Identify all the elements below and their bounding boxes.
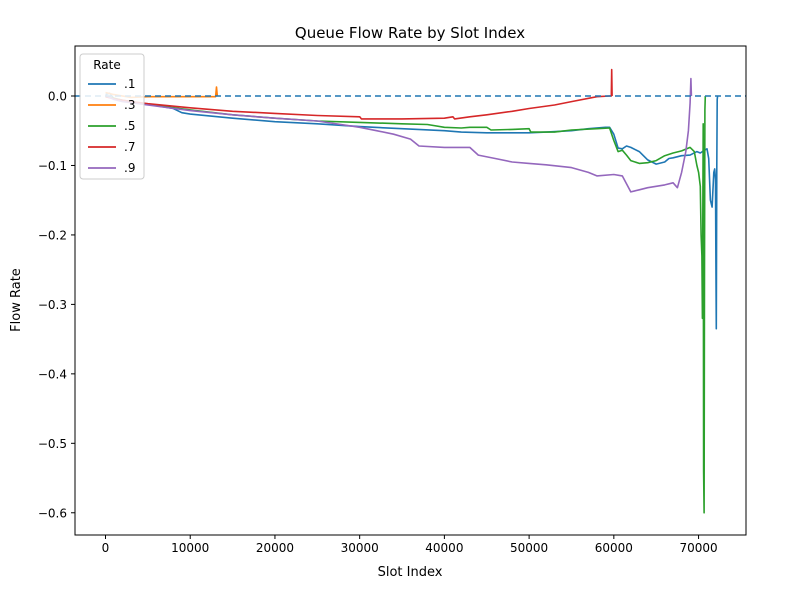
legend: Rate.1 .3 .5 .7 .9 bbox=[79, 53, 145, 180]
y-tick-label: −0.3 bbox=[38, 298, 67, 312]
y-axis-label: Flow Rate bbox=[9, 268, 24, 332]
y-tick-label: −0.4 bbox=[38, 367, 67, 381]
y-tick-label: −0.1 bbox=[38, 159, 67, 173]
y-tick-label: −0.6 bbox=[38, 506, 67, 520]
x-axis-label: Slot Index bbox=[378, 565, 443, 580]
axes: 0 10000 20000 30000 40000 50000 60000 70000 0.0 −… bbox=[38, 45, 747, 555]
x-tick-label: 40000 bbox=[425, 541, 463, 555]
chart-title: Queue Flow Rate by Slot Index bbox=[295, 24, 525, 42]
legend-label-2: .3 bbox=[124, 98, 135, 112]
series-line-3 bbox=[105, 95, 707, 514]
legend-title: Rate bbox=[93, 58, 121, 72]
x-tick-label: 0 bbox=[102, 541, 110, 555]
legend-label-5: .9 bbox=[124, 161, 135, 175]
x-tick-label: 10000 bbox=[171, 541, 209, 555]
y-tick-label: −0.5 bbox=[38, 437, 67, 451]
series-line-1 bbox=[105, 92, 719, 330]
y-tick-label: 0.0 bbox=[48, 90, 67, 104]
legend-label-3: .5 bbox=[124, 119, 135, 133]
plot-area bbox=[75, 68, 746, 514]
legend-label-1: .1 bbox=[124, 77, 135, 91]
x-tick-label: 60000 bbox=[595, 541, 633, 555]
y-tick-label: −0.2 bbox=[38, 228, 67, 242]
legend-label-4: .7 bbox=[124, 140, 135, 154]
x-tick-label: 50000 bbox=[510, 541, 548, 555]
x-tick-label: 30000 bbox=[341, 541, 379, 555]
plot-frame bbox=[74, 45, 747, 536]
x-tick-label: 70000 bbox=[679, 541, 717, 555]
x-tick-label: 20000 bbox=[256, 541, 294, 555]
series-line-5 bbox=[105, 77, 693, 193]
